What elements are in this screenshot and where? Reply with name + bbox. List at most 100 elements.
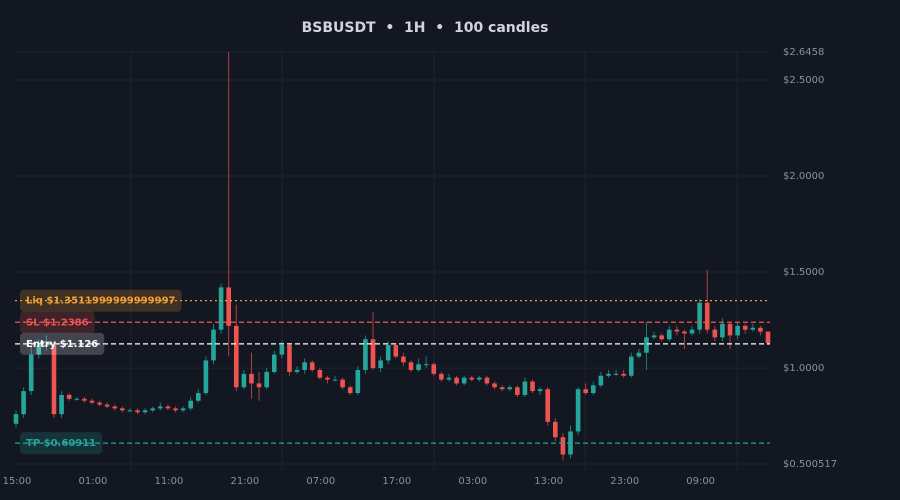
candle-body [385,345,391,361]
candle-body [712,329,718,338]
candle-body [423,364,429,366]
candle-body [302,362,307,370]
candle-body [704,302,710,330]
candle-body [188,400,194,409]
candle-body [636,352,642,357]
candle-body [492,383,497,388]
y-tick-label: $0.500517 [783,459,837,470]
candle-body [545,389,551,422]
candle-body [393,345,399,357]
candle-body [431,364,437,374]
candle-body [325,377,330,380]
candle-body [674,329,680,332]
candle-body [735,325,740,336]
y-tick-label: $2.6458 [783,47,824,58]
candle-body [294,369,300,372]
candle-body [51,345,57,415]
candle-body [363,339,368,370]
candle-body [150,408,156,411]
candle-body [606,373,611,376]
candle-body [21,391,26,415]
level-label: Entry $1.126 [26,339,98,350]
candle-body [461,377,467,384]
x-tick-label: 15:00 [3,476,32,487]
candle-body [408,362,414,370]
candle-body [173,408,178,411]
candle-body [742,325,748,330]
candle-body [575,389,581,432]
level-label-box [20,332,105,355]
candle-body [477,377,482,380]
candle-body [180,408,186,411]
candle-body [537,389,543,392]
candle-body [560,437,566,455]
candle-body [347,387,353,394]
x-tick-label: 17:00 [382,476,411,487]
candle-body [446,377,452,380]
candle-body [135,410,140,413]
candle-body [583,389,588,394]
candle-body [378,360,383,369]
candle-body [233,325,239,388]
x-tick-label: 03:00 [458,476,487,487]
candle-body [211,329,216,361]
candle-body [697,302,702,330]
candle-body [454,377,459,384]
candle-body [44,345,49,347]
candle-body [499,387,505,390]
candle-body [264,371,269,388]
candle-body [370,339,376,369]
level-label-box [20,432,103,455]
candle-body [249,373,254,384]
candle-body [750,327,756,330]
candle-body [36,345,42,355]
candle-body [256,383,262,388]
candle-body [279,345,285,355]
candle-body [66,394,72,399]
candle-body [309,362,315,370]
candle-body [226,287,231,326]
candle-body [196,393,201,401]
level-label: SL $1.2386 [26,317,89,328]
candle-body [104,404,110,407]
candle-body [644,337,649,353]
candle-body [553,421,558,438]
candle-body [598,375,604,386]
y-tick-label: $2.0000 [783,171,824,182]
candle-body [765,331,771,344]
candle-body [317,369,323,378]
level-label: Liq $1.3511999999999997 [26,296,176,307]
y-tick-label: $1.5000 [783,267,824,278]
level-label-box [20,289,182,312]
candle-body [613,373,619,375]
candle-body [659,335,664,340]
candle-body [651,335,657,338]
candle-body [127,410,133,412]
level-label-box [20,311,95,334]
candle-body [720,323,725,338]
chart-title: BSBUSDT • 1H • 100 candles [302,20,549,36]
candle-body [74,398,80,400]
candle-body [469,377,475,380]
candle-body [203,360,209,394]
candle-body [522,381,528,395]
candle-body [621,373,626,376]
candle-body [89,400,95,403]
x-tick-label: 01:00 [79,476,108,487]
x-tick-label: 07:00 [306,476,335,487]
candle-body [689,329,695,334]
candle-body [332,379,338,381]
candle-body [727,323,733,336]
y-tick-label: $2.5000 [783,75,824,86]
candle-body [666,329,672,340]
candle-body [439,373,444,380]
candle-body [682,331,687,334]
candle-body [401,356,406,363]
candle-body [142,410,148,413]
vertical-grid [130,52,738,470]
candle-body [13,414,19,424]
candle-body [416,364,421,370]
candle-body [271,354,277,372]
